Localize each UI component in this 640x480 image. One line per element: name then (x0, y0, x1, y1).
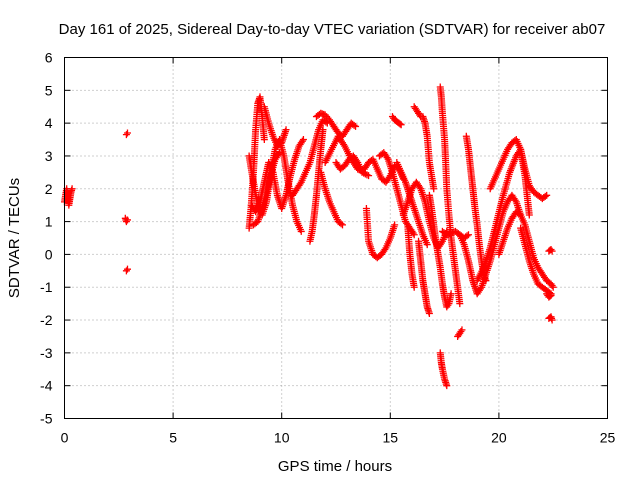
data-point (548, 247, 556, 255)
data-point (391, 221, 399, 229)
data-point (365, 172, 373, 180)
data-point (381, 245, 389, 253)
data-point (416, 183, 424, 191)
chart-title: Day 161 of 2025, Sidereal Day-to-day VTE… (59, 21, 606, 38)
data-point (456, 300, 464, 308)
data-point (352, 122, 360, 130)
data-point (396, 120, 404, 128)
data-point (385, 173, 393, 181)
data-point (511, 196, 519, 204)
y-tick-label: 5 (45, 82, 53, 98)
data-point (282, 126, 290, 134)
y-tick-label: 1 (45, 214, 53, 230)
data-point (353, 157, 361, 165)
data-point (525, 211, 533, 219)
data-point (443, 382, 451, 390)
data-point (383, 154, 391, 162)
data-point (350, 121, 358, 129)
data-point (298, 137, 306, 145)
y-tick-label: 2 (45, 181, 53, 197)
y-tick-label: -5 (40, 411, 53, 427)
data-point (482, 277, 490, 285)
data-point (410, 283, 418, 291)
data-point (476, 285, 484, 293)
data-point (457, 328, 465, 336)
y-tick-label: -2 (40, 312, 53, 328)
data-point (274, 150, 282, 158)
y-tick-labels: -5 -4 -3 -2 -1 0 1 2 3 4 5 6 (40, 50, 53, 427)
data-point (546, 292, 554, 300)
x-tick-label: 5 (169, 430, 177, 446)
data-point (548, 282, 556, 290)
data-point (549, 283, 557, 291)
data-point (339, 221, 347, 229)
plot-frame (64, 57, 608, 419)
data-point (123, 265, 131, 273)
x-tick-label: 25 (600, 430, 616, 446)
data-point (464, 231, 472, 239)
x-tick-label: 0 (61, 430, 69, 446)
data-point (416, 111, 424, 119)
y-tick-label: -4 (40, 378, 53, 394)
data-point (397, 121, 405, 129)
data-point (541, 192, 549, 200)
data-point (430, 185, 438, 193)
y-tick-label: 3 (45, 148, 53, 164)
data-point (363, 171, 371, 179)
y-tick-label: 6 (45, 50, 53, 66)
data-point (458, 326, 466, 334)
data-point (447, 290, 455, 298)
data-point (123, 216, 131, 224)
data-point (340, 140, 348, 148)
data-point (425, 309, 433, 317)
data-point (337, 220, 345, 228)
data-point (299, 136, 307, 144)
data-point (410, 231, 418, 239)
x-tick-labels: 0 5 10 15 20 25 (61, 430, 616, 446)
x-axis-label: GPS time / hours (278, 458, 392, 475)
y-tick-label: -1 (40, 279, 53, 295)
data-point (319, 126, 327, 134)
data-point (276, 149, 284, 157)
data-point (543, 191, 551, 199)
data-point (122, 218, 130, 226)
data-point (297, 227, 305, 235)
y-tick-label: 4 (45, 115, 53, 131)
data-point (123, 129, 131, 137)
x-tick-label: 15 (383, 430, 399, 446)
data-point (463, 232, 471, 240)
data-point (547, 245, 555, 253)
data-point (260, 136, 268, 144)
data-points (61, 83, 557, 390)
data-point (296, 180, 304, 188)
y-tick-label: 0 (45, 246, 53, 262)
data-point (361, 170, 369, 178)
data-point (122, 131, 130, 139)
data-point (122, 267, 130, 275)
x-tick-label: 20 (491, 430, 507, 446)
data-point (548, 316, 556, 324)
data-point (547, 291, 555, 299)
data-point (423, 241, 431, 249)
y-axis-label: SDTVAR / TECUs (6, 178, 23, 298)
data-point (68, 185, 76, 193)
y-tick-label: -3 (40, 345, 53, 361)
x-tick-label: 10 (274, 430, 290, 446)
data-point (444, 301, 452, 309)
